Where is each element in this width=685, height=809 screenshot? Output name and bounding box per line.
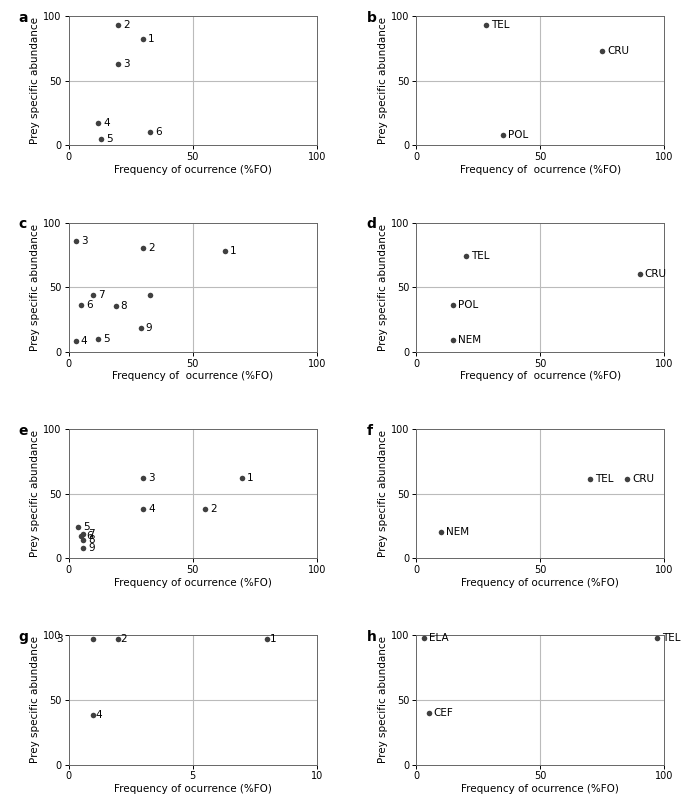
Text: 6: 6	[86, 532, 92, 541]
Y-axis label: Prey specific abundance: Prey specific abundance	[378, 17, 388, 144]
Text: 4: 4	[96, 710, 103, 721]
Text: TEL: TEL	[595, 474, 614, 485]
Text: POL: POL	[508, 130, 528, 140]
X-axis label: Frequency of ocurrence (%FO): Frequency of ocurrence (%FO)	[462, 784, 619, 794]
X-axis label: Frequency of  ocurrence (%FO): Frequency of ocurrence (%FO)	[460, 165, 621, 175]
Text: b: b	[366, 11, 376, 25]
X-axis label: Frequency of  ocurrence (%FO): Frequency of ocurrence (%FO)	[460, 371, 621, 381]
Text: 1: 1	[230, 246, 236, 256]
Text: c: c	[18, 218, 27, 231]
Text: 2: 2	[148, 244, 155, 253]
Text: TEL: TEL	[662, 633, 680, 643]
Text: 6: 6	[86, 300, 92, 310]
Text: CRU: CRU	[608, 46, 630, 56]
Text: 4: 4	[148, 504, 155, 514]
Text: POL: POL	[458, 300, 479, 310]
X-axis label: Frequency of ocurrence (%FO): Frequency of ocurrence (%FO)	[114, 165, 271, 175]
Text: 8: 8	[88, 535, 95, 545]
Text: 3: 3	[56, 634, 63, 644]
Text: 9: 9	[145, 324, 152, 333]
Y-axis label: Prey specific abundance: Prey specific abundance	[30, 223, 40, 350]
Text: 4: 4	[103, 118, 110, 129]
Text: 5: 5	[105, 133, 112, 144]
Text: 5: 5	[103, 334, 110, 344]
Text: 4: 4	[81, 337, 88, 346]
Text: NEM: NEM	[446, 527, 469, 537]
Text: 9: 9	[88, 543, 95, 553]
Text: TEL: TEL	[471, 251, 489, 261]
Text: g: g	[18, 630, 29, 644]
Text: 1: 1	[270, 634, 276, 644]
Y-axis label: Prey specific abundance: Prey specific abundance	[378, 430, 388, 557]
Text: 2: 2	[123, 20, 129, 30]
X-axis label: Frequency of ocurrence (%FO): Frequency of ocurrence (%FO)	[114, 578, 271, 588]
Text: 2: 2	[121, 634, 127, 644]
X-axis label: Frequency of ocurrence (%FO): Frequency of ocurrence (%FO)	[114, 784, 271, 794]
Text: h: h	[366, 630, 376, 644]
Text: 3: 3	[123, 59, 129, 69]
Text: CRU: CRU	[645, 269, 667, 279]
Text: 1: 1	[247, 473, 254, 483]
Text: 7: 7	[88, 528, 95, 539]
Text: 6: 6	[155, 127, 162, 138]
Text: 2: 2	[210, 504, 216, 514]
Text: 5: 5	[84, 522, 90, 532]
Text: a: a	[18, 11, 28, 25]
Y-axis label: Prey specific abundance: Prey specific abundance	[378, 223, 388, 350]
Text: ELA: ELA	[429, 633, 448, 643]
Y-axis label: Prey specific abundance: Prey specific abundance	[30, 17, 40, 144]
Text: 1: 1	[148, 35, 155, 44]
Text: 7: 7	[99, 290, 105, 300]
Text: CEF: CEF	[434, 708, 453, 718]
Text: 3: 3	[81, 235, 88, 246]
Text: e: e	[18, 424, 28, 438]
X-axis label: Frequency of  ocurrence (%FO): Frequency of ocurrence (%FO)	[112, 371, 273, 381]
Text: 8: 8	[121, 302, 127, 311]
Y-axis label: Prey specific abundance: Prey specific abundance	[30, 430, 40, 557]
Y-axis label: Prey specific abundance: Prey specific abundance	[30, 637, 40, 764]
X-axis label: Frequency of ocurrence (%FO): Frequency of ocurrence (%FO)	[462, 578, 619, 588]
Text: TEL: TEL	[490, 20, 509, 30]
Text: CRU: CRU	[632, 474, 654, 485]
Text: f: f	[366, 424, 373, 438]
Y-axis label: Prey specific abundance: Prey specific abundance	[378, 637, 388, 764]
Text: 3: 3	[148, 473, 155, 483]
Text: NEM: NEM	[458, 335, 482, 345]
Text: d: d	[366, 218, 376, 231]
